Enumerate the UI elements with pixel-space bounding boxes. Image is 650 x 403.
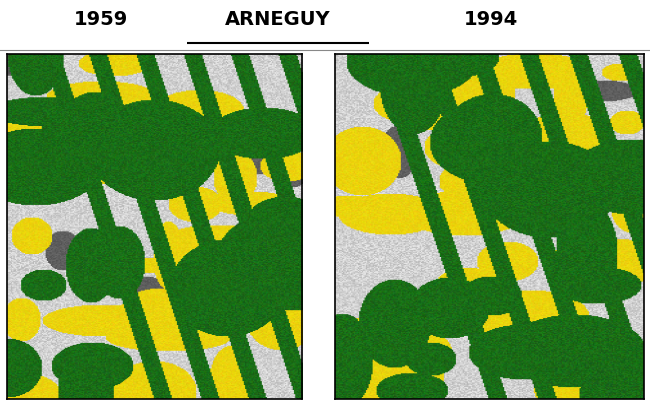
Text: 1994: 1994 [463,10,518,29]
Text: ARNEGUY: ARNEGUY [226,10,331,29]
Text: 1959: 1959 [73,10,128,29]
